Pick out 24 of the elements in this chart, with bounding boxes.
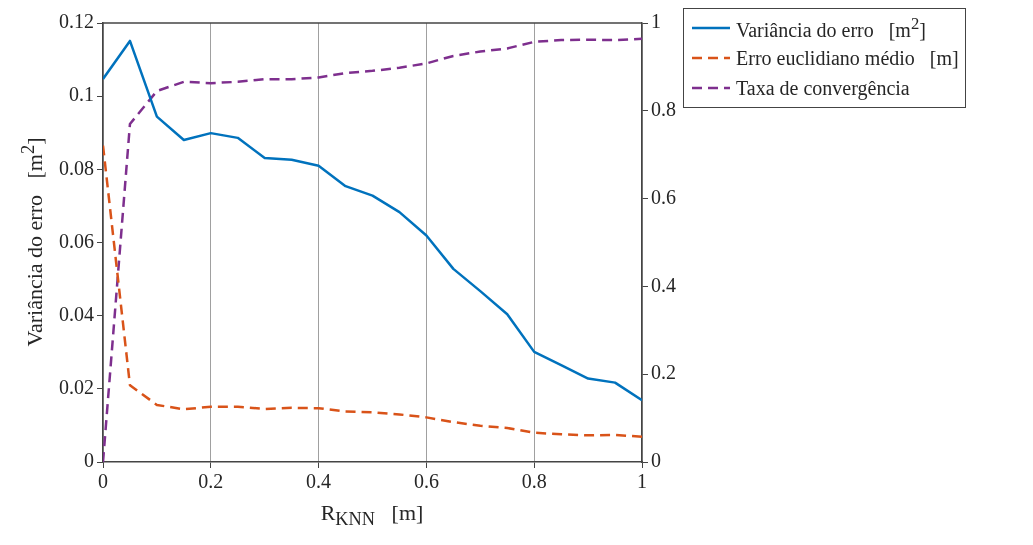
line-series — [103, 144, 642, 439]
y-tick-label: 0 — [84, 449, 94, 472]
x-tick-label: 0.2 — [198, 470, 224, 493]
y2-tick-label: 0.6 — [651, 185, 676, 208]
legend-label: Erro euclidiano médio [m] — [736, 46, 959, 70]
legend-label: Taxa de convergência — [736, 76, 910, 100]
y2-tick-label: 0.8 — [651, 98, 676, 121]
y-tick-label: 0.02 — [59, 376, 94, 399]
y-tick-label: 0.08 — [59, 156, 94, 179]
x-tick-label: 0.4 — [306, 470, 332, 493]
x-tick-label: 0 — [98, 470, 108, 493]
x-tick-label: 0.8 — [521, 470, 547, 493]
x-axis-title: R$_{KNN}$ [m] — [320, 500, 424, 531]
legend-label: Variância do erro [m$^{2}$] — [736, 14, 926, 42]
y-tick-label: 0.12 — [59, 10, 94, 33]
y2-tick-label: 0.4 — [651, 273, 676, 296]
y-tick-label: 0.04 — [59, 302, 94, 325]
y-tick-label: 0.1 — [69, 83, 94, 106]
x-tick-label: 0.6 — [413, 470, 439, 493]
x-tick-label: 1 — [637, 470, 647, 493]
y2-tick-label: 0.2 — [651, 361, 676, 384]
y-tick-label: 0.06 — [59, 229, 94, 252]
y2-tick-label: 1 — [651, 10, 661, 33]
y2-tick-label: 0 — [651, 449, 661, 472]
